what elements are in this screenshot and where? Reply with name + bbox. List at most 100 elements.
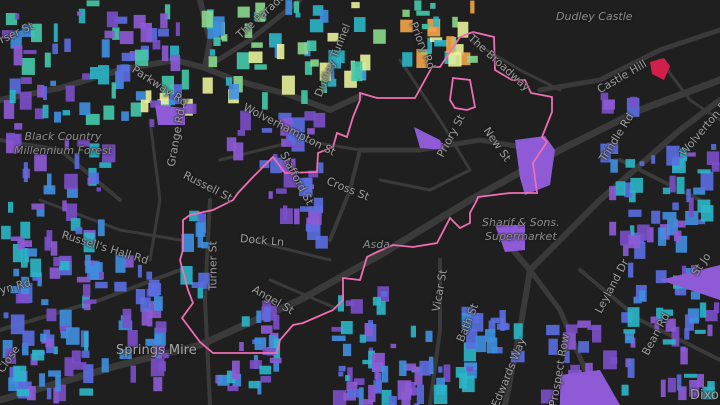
building	[351, 61, 363, 82]
building	[3, 100, 15, 119]
building	[630, 96, 638, 108]
building	[88, 172, 99, 185]
building	[14, 13, 20, 20]
road	[658, 58, 720, 122]
building	[46, 308, 57, 322]
road	[428, 258, 442, 405]
building	[381, 365, 389, 383]
building	[50, 80, 56, 86]
place-dixon[interactable]: Dixon	[690, 388, 720, 403]
building	[14, 123, 23, 130]
poi-supermarket[interactable]: Sharif & Sons. Supermarket	[482, 216, 560, 243]
building	[466, 366, 473, 372]
building	[430, 37, 443, 43]
building	[684, 328, 690, 340]
building	[70, 218, 81, 231]
building	[675, 288, 687, 296]
building	[700, 171, 714, 191]
building	[115, 254, 126, 273]
building	[83, 364, 94, 384]
building	[433, 16, 439, 27]
building	[340, 321, 353, 335]
road	[537, 27, 720, 93]
building	[438, 366, 443, 373]
building	[420, 50, 431, 55]
poi-asda[interactable]: Asda	[363, 238, 390, 251]
building	[402, 52, 413, 67]
building	[114, 281, 127, 292]
building	[570, 364, 580, 381]
building	[345, 300, 355, 307]
building	[651, 155, 656, 164]
building	[202, 77, 213, 94]
building	[20, 240, 32, 247]
poi-black-country-forest[interactable]: Black Country Millennium Forest	[14, 130, 113, 157]
building	[217, 374, 230, 386]
building	[158, 28, 169, 37]
building	[161, 45, 169, 62]
building	[676, 176, 685, 194]
road	[148, 118, 162, 262]
building	[273, 360, 280, 372]
building	[628, 209, 642, 217]
building	[592, 324, 602, 343]
building	[262, 300, 272, 312]
building	[269, 357, 282, 364]
building	[23, 162, 28, 183]
building	[170, 54, 181, 72]
building	[254, 337, 267, 350]
building-priory	[414, 127, 445, 150]
building	[295, 12, 301, 18]
building	[54, 111, 61, 123]
large-building-east	[515, 136, 555, 195]
building	[147, 309, 153, 327]
building	[62, 110, 71, 116]
building	[577, 320, 591, 328]
road	[248, 238, 332, 262]
building	[466, 329, 478, 349]
building	[381, 389, 392, 403]
building	[410, 325, 416, 338]
building	[345, 375, 350, 382]
building	[257, 380, 262, 395]
building	[621, 312, 633, 323]
building	[99, 271, 104, 280]
building	[310, 59, 319, 67]
building	[707, 381, 715, 391]
building	[254, 64, 267, 70]
building	[414, 403, 420, 405]
building	[59, 256, 70, 271]
building	[101, 39, 110, 58]
building	[26, 248, 37, 257]
building	[347, 389, 361, 398]
building	[95, 281, 108, 289]
building	[711, 162, 720, 172]
building	[161, 75, 174, 95]
road	[468, 38, 562, 92]
building	[416, 10, 430, 16]
building	[251, 42, 263, 48]
building	[627, 307, 640, 327]
building	[610, 357, 618, 364]
building	[654, 321, 660, 330]
building	[376, 300, 386, 315]
building	[698, 219, 706, 225]
building	[294, 208, 300, 225]
building	[43, 86, 47, 100]
building	[48, 370, 61, 377]
building	[421, 23, 430, 30]
place-springs-mire[interactable]: Springs Mire	[116, 343, 197, 358]
building	[359, 334, 366, 343]
building	[52, 43, 58, 55]
building	[97, 219, 105, 237]
building	[130, 102, 142, 117]
building	[53, 256, 61, 267]
building	[86, 0, 100, 7]
building	[248, 380, 260, 389]
building	[64, 173, 78, 190]
building	[82, 284, 91, 297]
building	[149, 119, 155, 127]
building	[1, 225, 11, 240]
poi-dudley-castle[interactable]: Dudley Castle	[556, 10, 633, 23]
